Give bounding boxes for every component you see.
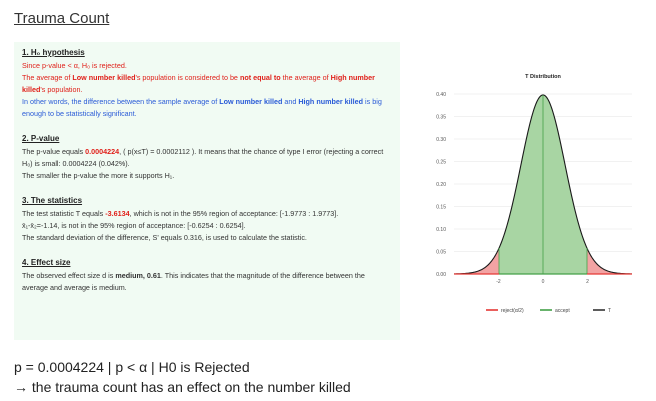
y-tick-label: 0.40: [436, 92, 446, 98]
rejection-line: Since p-value < α, H₀ is rejected.: [22, 61, 127, 70]
group-2-name: High number: [330, 73, 375, 82]
y-tick-label: 0.00: [436, 272, 446, 278]
text: 's population is considered to be: [135, 73, 240, 82]
result-summary: p = 0.0004224 | p < α | H0 is Rejected: [14, 359, 250, 375]
p-value-heading: 2. P-value: [22, 134, 60, 143]
text: The observed effect size d is: [22, 271, 116, 280]
y-tick-label: 0.10: [436, 227, 446, 233]
result-conclusion: → the trauma count has an effect on the …: [14, 379, 351, 395]
t-distribution-chart: T Distribution 0.40 0.35 0.30 0.25 0.20 0.15 0.…: [436, 74, 633, 314]
p-value-note: The smaller the p-value the more it supp…: [22, 171, 175, 180]
text: , which is not in the 95% region of acce…: [129, 209, 339, 218]
group-2-name-cont: killed: [22, 85, 41, 94]
hypothesis-heading: 1. H₀ hypothesis: [22, 48, 85, 57]
conclusion-line: The average of Low number killed's popul…: [22, 72, 392, 84]
legend-label: accept: [555, 308, 570, 314]
p-value-section: 2. P-value The p-value equals 0.0004224,…: [22, 134, 392, 182]
not-equal-text: not equal to: [239, 73, 281, 82]
text: is big: [363, 97, 382, 106]
hypothesis-section: 1. H₀ hypothesis Since p-value < α, H₀ i…: [22, 48, 392, 120]
effect-size-heading: 4. Effect size: [22, 258, 71, 267]
legend-label: T: [608, 308, 611, 314]
reject-region-left: [454, 248, 500, 274]
difference-line-cont: enough to be statistically significant.: [22, 109, 137, 118]
y-tick-label: 0.15: [436, 204, 446, 210]
result-panel: 1. H₀ hypothesis Since p-value < α, H₀ i…: [14, 42, 400, 340]
std-dev-line: The standard deviation of the difference…: [22, 233, 307, 242]
p-value-number: 0.0004224: [85, 147, 120, 156]
group-1-name: Low number killed: [219, 97, 283, 106]
effect-size-line-cont: average and average is medium.: [22, 283, 127, 292]
test-statistic-value: -3.6134: [105, 209, 130, 218]
type-1-error-line: H₀) is small: 0.0004224 (0.042%).: [22, 159, 130, 168]
y-tick-label: 0.05: [436, 249, 446, 255]
reject-region-right: [586, 248, 632, 274]
text: 's population.: [40, 85, 83, 94]
x-tick-label: 0: [542, 279, 545, 285]
test-statistic-line: The test statistic T equals -3.6134, whi…: [22, 208, 392, 220]
text: . This indicates that the magnitude of t…: [160, 271, 365, 280]
text: and: [282, 97, 299, 106]
p-value-line: The p-value equals 0.0004224, ( p(x≤T) =…: [22, 146, 392, 158]
statistics-heading: 3. The statistics: [22, 196, 83, 205]
y-tick-label: 0.30: [436, 137, 446, 143]
x-tick-label: 2: [586, 279, 589, 285]
text: , ( p(x≤T) = 0.0002112 ). It means that …: [119, 147, 384, 156]
text: The p-value equals: [22, 147, 86, 156]
text: the average of: [280, 73, 331, 82]
text: The test statistic T equals: [22, 209, 106, 218]
effect-size-line: The observed effect size d is medium, 0.…: [22, 270, 392, 282]
mean-difference-line: x̄₁-x̄₂=-1.14, is not in the 95% region …: [22, 221, 246, 230]
legend-label: reject(α/2): [501, 308, 524, 314]
page-title: Trauma Count: [14, 10, 110, 27]
group-2-name: High number killed: [298, 97, 364, 106]
effect-size-section: 4. Effect size The observed effect size …: [22, 258, 392, 294]
text: In other words, the difference between t…: [22, 97, 220, 106]
x-tick-label: -2: [496, 279, 501, 285]
statistics-section: 3. The statistics The test statistic T e…: [22, 196, 392, 244]
group-1-name: Low number killed: [72, 73, 136, 82]
conclusion-line-cont: killed's population.: [22, 84, 392, 96]
y-tick-label: 0.25: [436, 159, 446, 165]
density-curve: [453, 94, 633, 275]
y-tick-label: 0.35: [436, 114, 446, 120]
chart-title: T Distribution: [525, 74, 561, 80]
difference-line: In other words, the difference between t…: [22, 96, 392, 108]
y-tick-label: 0.20: [436, 182, 446, 188]
effect-size-value: medium, 0.61: [115, 271, 161, 280]
text: The average of: [22, 73, 73, 82]
